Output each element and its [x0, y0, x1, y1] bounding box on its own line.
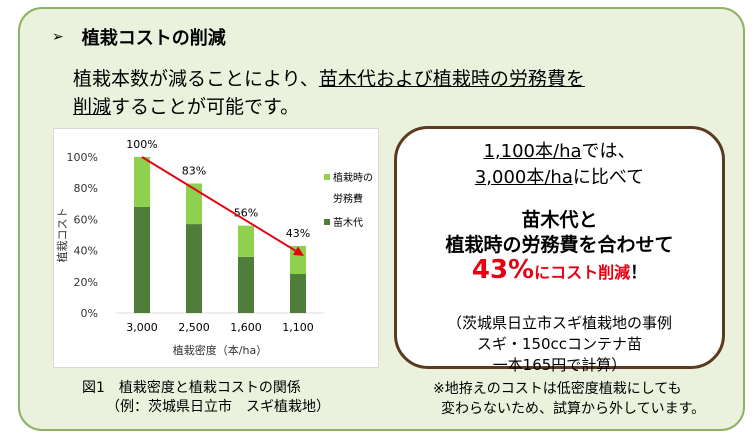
x-tick-label: 1,100 — [282, 321, 314, 334]
trend-arrow-head-icon — [292, 246, 304, 256]
y-axis-title: 植栽コスト — [55, 208, 69, 263]
y-tick-label: 60% — [74, 213, 98, 226]
callout-highlight: 43%にコスト削減！ — [397, 255, 722, 285]
bar-segment — [290, 274, 306, 313]
callout-density-low: 1,100本/ha — [483, 141, 582, 162]
legend-label: 労務費 — [333, 192, 363, 205]
intro-line-1: 植栽本数が減ることにより、苗木代および植栽時の労務費を — [73, 65, 585, 93]
summary-callout: 1,100本/haでは、 3,000本/haに比べて 苗木代と 植栽時の労務費を… — [394, 126, 725, 374]
arrow-bullet-icon: ➢ — [52, 29, 64, 45]
callout-line-2-plain: に比べて — [572, 167, 645, 188]
callout-density-high: 3,000本/ha — [474, 167, 573, 188]
x-tick-label: 3,000 — [126, 321, 158, 334]
footnote: ※地拵えのコストは低密度植栽にしても 変わらないため、試算から外しています。 — [433, 379, 705, 419]
bar-total-label: 83% — [182, 165, 206, 178]
y-tick-label: 80% — [74, 182, 98, 195]
trend-arrow-line — [141, 156, 296, 252]
intro-line-2-plain: することが可能です。 — [111, 96, 300, 118]
intro-line-2: 削減することが可能です。 — [73, 93, 585, 121]
cost-chart: 0% 20% 40% 60% 80% 100% 植栽コスト 3,000 100% 2,500 83%… — [53, 128, 379, 368]
callout-line-2: 3,000本/haに比べて — [397, 163, 722, 189]
bar-segment — [238, 225, 254, 257]
callout-highlight-text: にコスト削減 — [534, 263, 631, 282]
x-axis-title: 植栽密度（本/ha） — [173, 343, 267, 357]
footnote-line-2: 変わらないため、試算から外しています。 — [441, 401, 706, 417]
callout-exclamation: ！ — [630, 263, 648, 283]
callout-line-1: 1,100本/haでは、 — [397, 137, 722, 163]
callout-detail-1: （茨城県日立市スギ植栽地の事例 — [446, 314, 672, 332]
bar-segment — [186, 183, 202, 225]
callout-detail-2: スギ・150ccコンテナ苗 — [476, 335, 643, 353]
intro-line-2-underlined: 削減 — [73, 96, 112, 118]
intro-line-1-underlined: 苗木代および植栽時の労務費を — [318, 68, 585, 90]
bar-total-label: 56% — [234, 207, 258, 220]
x-tick-label: 2,500 — [178, 321, 210, 334]
y-tick-label: 20% — [74, 276, 98, 289]
legend-swatch — [324, 219, 330, 225]
section-heading: ➢ 植栽コストの削減 — [52, 24, 226, 50]
bar-segment — [134, 157, 150, 207]
bar-total-label: 100% — [126, 138, 157, 151]
bar-segment — [186, 224, 202, 313]
caption-line-2: （例：茨城県日立市 スギ植栽地） — [106, 399, 330, 415]
legend-label: 植栽時の — [333, 171, 373, 184]
callout-line-1-plain: では、 — [581, 141, 636, 162]
figure-caption: 図1 植栽密度と植栽コストの関係 （例：茨城県日立市 スギ植栽地） — [82, 379, 330, 417]
intro-line-1-plain: 植栽本数が減ることにより、 — [73, 68, 319, 90]
callout-line-3: 苗木代と — [521, 209, 598, 231]
y-tick-label: 40% — [74, 245, 98, 258]
intro-text: 植栽本数が減ることにより、苗木代および植栽時の労務費を 削減することが可能です。 — [73, 65, 585, 121]
section-title: 植栽コストの削減 — [81, 28, 226, 49]
footnote-line-1: ※地拵えのコストは低密度植栽にしても — [433, 381, 682, 397]
legend-label: 苗木代 — [333, 217, 363, 229]
cost-chart-svg: 0% 20% 40% 60% 80% 100% 植栽コスト 3,000 100% 2,500 83%… — [55, 138, 373, 357]
callout-detail-3: 一本165円で計算） — [492, 356, 627, 374]
x-tick-label: 1,600 — [230, 321, 262, 334]
y-tick-label: 0% — [81, 307, 98, 320]
callout-line-4: 植栽時の労務費を合わせて — [445, 234, 674, 256]
legend-swatch — [324, 174, 330, 180]
bar-segment — [238, 256, 254, 313]
callout-percentage: 43% — [471, 255, 535, 285]
caption-line-1: 図1 植栽密度と植栽コストの関係 — [82, 380, 301, 396]
y-tick-label: 100% — [67, 151, 98, 164]
bar-total-label: 43% — [286, 227, 310, 240]
bar-segment — [134, 206, 150, 313]
